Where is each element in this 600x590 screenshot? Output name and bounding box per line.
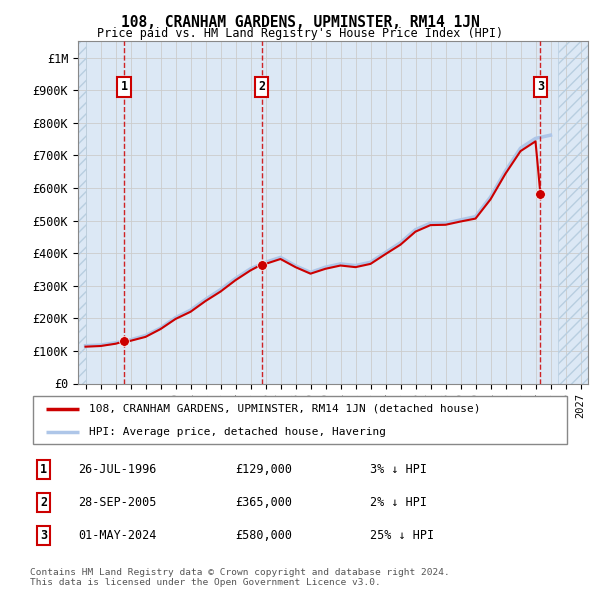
Text: 2: 2 [258,80,265,93]
Text: 108, CRANHAM GARDENS, UPMINSTER, RM14 1JN: 108, CRANHAM GARDENS, UPMINSTER, RM14 1J… [121,15,479,30]
Text: 28-SEP-2005: 28-SEP-2005 [79,496,157,509]
Text: 1: 1 [40,463,47,476]
Text: Contains HM Land Registry data © Crown copyright and database right 2024.
This d: Contains HM Land Registry data © Crown c… [30,568,450,587]
Bar [78,41,86,384]
Text: 3: 3 [537,80,544,93]
Text: 01-MAY-2024: 01-MAY-2024 [79,529,157,542]
Text: 25% ↓ HPI: 25% ↓ HPI [370,529,434,542]
Text: 26-JUL-1996: 26-JUL-1996 [79,463,157,476]
Text: 1: 1 [121,80,128,93]
Text: 3% ↓ HPI: 3% ↓ HPI [370,463,427,476]
Bar [558,41,588,384]
Text: 2% ↓ HPI: 2% ↓ HPI [370,496,427,509]
Text: £365,000: £365,000 [235,496,292,509]
Text: HPI: Average price, detached house, Havering: HPI: Average price, detached house, Have… [89,427,386,437]
Bar [78,41,86,384]
Text: 2: 2 [40,496,47,509]
Text: 3: 3 [40,529,47,542]
Text: £580,000: £580,000 [235,529,292,542]
FancyBboxPatch shape [33,396,568,444]
Text: 108, CRANHAM GARDENS, UPMINSTER, RM14 1JN (detached house): 108, CRANHAM GARDENS, UPMINSTER, RM14 1J… [89,404,481,414]
Text: £129,000: £129,000 [235,463,292,476]
Bar [558,41,588,384]
Text: Price paid vs. HM Land Registry's House Price Index (HPI): Price paid vs. HM Land Registry's House … [97,27,503,40]
